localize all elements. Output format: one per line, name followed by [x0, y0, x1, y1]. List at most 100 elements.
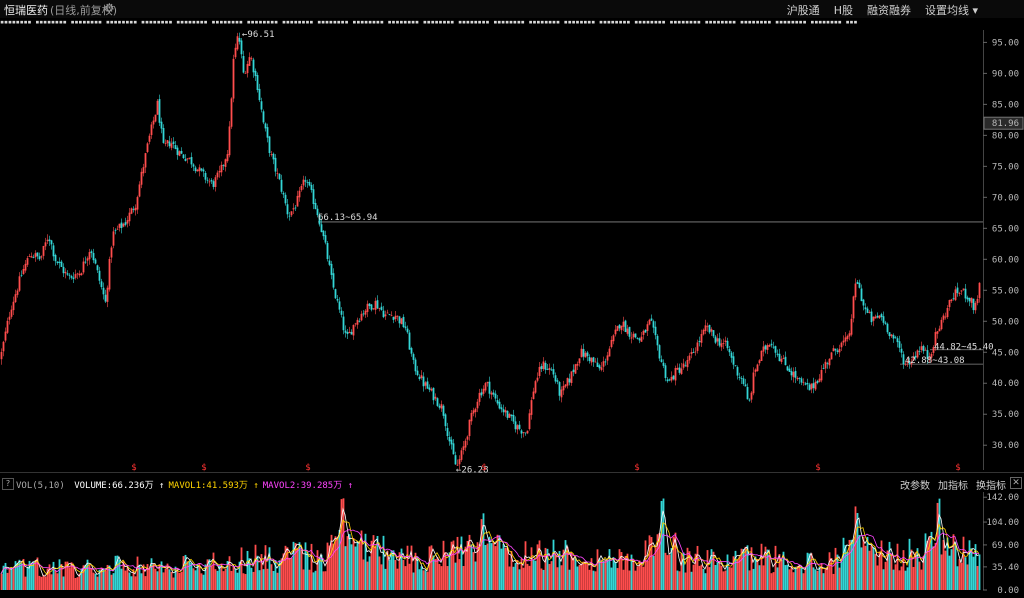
candle-body — [572, 369, 575, 373]
volume-bar — [336, 537, 339, 590]
candle-body — [88, 252, 91, 260]
candle-body — [724, 340, 727, 343]
volume-bar — [748, 570, 751, 590]
volume-bar — [886, 550, 889, 590]
candle-body — [90, 251, 93, 254]
volume-chart[interactable]: 142.00 104.00 69.00 35.40 0.00 — [0, 490, 1024, 598]
volume-bar — [114, 555, 117, 590]
candle-body — [64, 271, 67, 274]
indicator-button-0[interactable]: 改参数 — [900, 481, 930, 492]
volume-bar — [622, 569, 625, 590]
volume-bar — [370, 540, 373, 590]
volume-bar — [492, 542, 495, 590]
candle-body — [204, 172, 207, 180]
stock-title[interactable]: 恒瑞医药 (日线,前复权) — [4, 2, 117, 18]
volume-bar — [678, 571, 681, 590]
candle-body — [378, 307, 381, 309]
volume-bar — [504, 547, 507, 590]
candle-body — [36, 252, 39, 257]
volume-bar — [704, 573, 707, 590]
volume-bar — [470, 544, 473, 590]
candle-body — [240, 40, 243, 55]
volume-bar — [396, 568, 399, 590]
candle-body — [900, 348, 903, 353]
volume-bar — [20, 563, 23, 590]
volume-bar — [480, 519, 483, 590]
volume-bar — [872, 547, 875, 590]
indicator-button-2[interactable]: 换指标 — [976, 481, 1006, 492]
volume-bar — [976, 565, 979, 590]
volume-bar — [746, 545, 749, 590]
candle-body — [868, 312, 871, 313]
indicator-button-1[interactable]: 加指标 — [938, 481, 968, 492]
candle-body — [226, 154, 229, 162]
candle-body — [488, 381, 491, 394]
volume-bar — [680, 553, 683, 590]
volume-bar — [428, 546, 431, 590]
price-chart[interactable]: 30.00 35.00 40.00 45.00 50.00 55.00 60.00 65.00… — [0, 0, 1024, 474]
volume-bar — [526, 563, 529, 590]
volume-bar — [422, 570, 425, 590]
candle-body — [38, 256, 41, 260]
candle-body — [626, 328, 629, 334]
candle-body — [660, 359, 663, 363]
candle-body — [618, 324, 621, 329]
volume-bar — [146, 564, 149, 590]
volume-bar — [674, 532, 677, 590]
volume-bar — [160, 561, 163, 590]
volume-bar — [534, 560, 537, 590]
volume-bar — [240, 547, 243, 590]
event-marker-1: $ — [201, 463, 206, 473]
top-link-1[interactable]: H股 — [833, 4, 853, 17]
candle-body — [116, 228, 119, 230]
volume-bar — [368, 556, 371, 590]
candle-body — [596, 362, 599, 367]
candle-body — [454, 455, 457, 465]
candle-body — [128, 212, 131, 222]
help-icon[interactable]: ? — [2, 478, 14, 490]
candle-body — [364, 310, 367, 315]
volume-bar — [258, 570, 261, 590]
candle-body — [108, 259, 111, 290]
candle-body — [78, 273, 81, 276]
volume-bar — [262, 569, 265, 590]
candle-body — [784, 356, 787, 366]
volume-tick-label-2: 69.00 — [992, 541, 1019, 551]
top-link-0[interactable]: 沪股通 — [786, 4, 820, 17]
volume-bar — [574, 557, 577, 590]
volume-bar — [414, 552, 417, 590]
candle-body — [450, 439, 453, 445]
candle-body — [52, 245, 55, 257]
close-icon[interactable]: ✕ — [1010, 477, 1022, 489]
candle-body — [486, 381, 489, 384]
top-link-2[interactable]: 融资融券 — [866, 4, 911, 17]
volume-bar — [118, 559, 121, 590]
gear-icon[interactable]: ⚙ — [104, 1, 115, 15]
candle-body — [878, 315, 881, 319]
volume-bar — [578, 564, 581, 590]
volume-bar — [268, 547, 271, 590]
top-link-3[interactable]: 设置均线 ▾ — [924, 4, 978, 17]
price-annotation-4: 42.88~43.08 — [905, 356, 965, 366]
candle-body — [536, 377, 539, 381]
candle-body — [836, 350, 839, 352]
candle-body — [712, 330, 715, 337]
volume-bar — [776, 567, 779, 590]
candle-body — [662, 362, 665, 366]
volume-bar — [700, 564, 703, 590]
candle-body — [18, 276, 21, 291]
volume-bar — [572, 557, 575, 590]
volume-bar — [828, 552, 831, 590]
period-label: (日线,前复权) — [50, 4, 118, 17]
volume-bar — [282, 553, 285, 590]
candle-body — [750, 392, 753, 400]
candle-body — [604, 361, 607, 363]
candle-body — [130, 208, 133, 214]
volume-bar — [914, 552, 917, 590]
volume-bar — [506, 547, 509, 590]
volume-bar — [826, 566, 829, 590]
volume-bar — [138, 564, 141, 590]
candle-body — [706, 326, 709, 328]
candle-body — [348, 331, 351, 334]
volume-bar — [972, 556, 975, 590]
